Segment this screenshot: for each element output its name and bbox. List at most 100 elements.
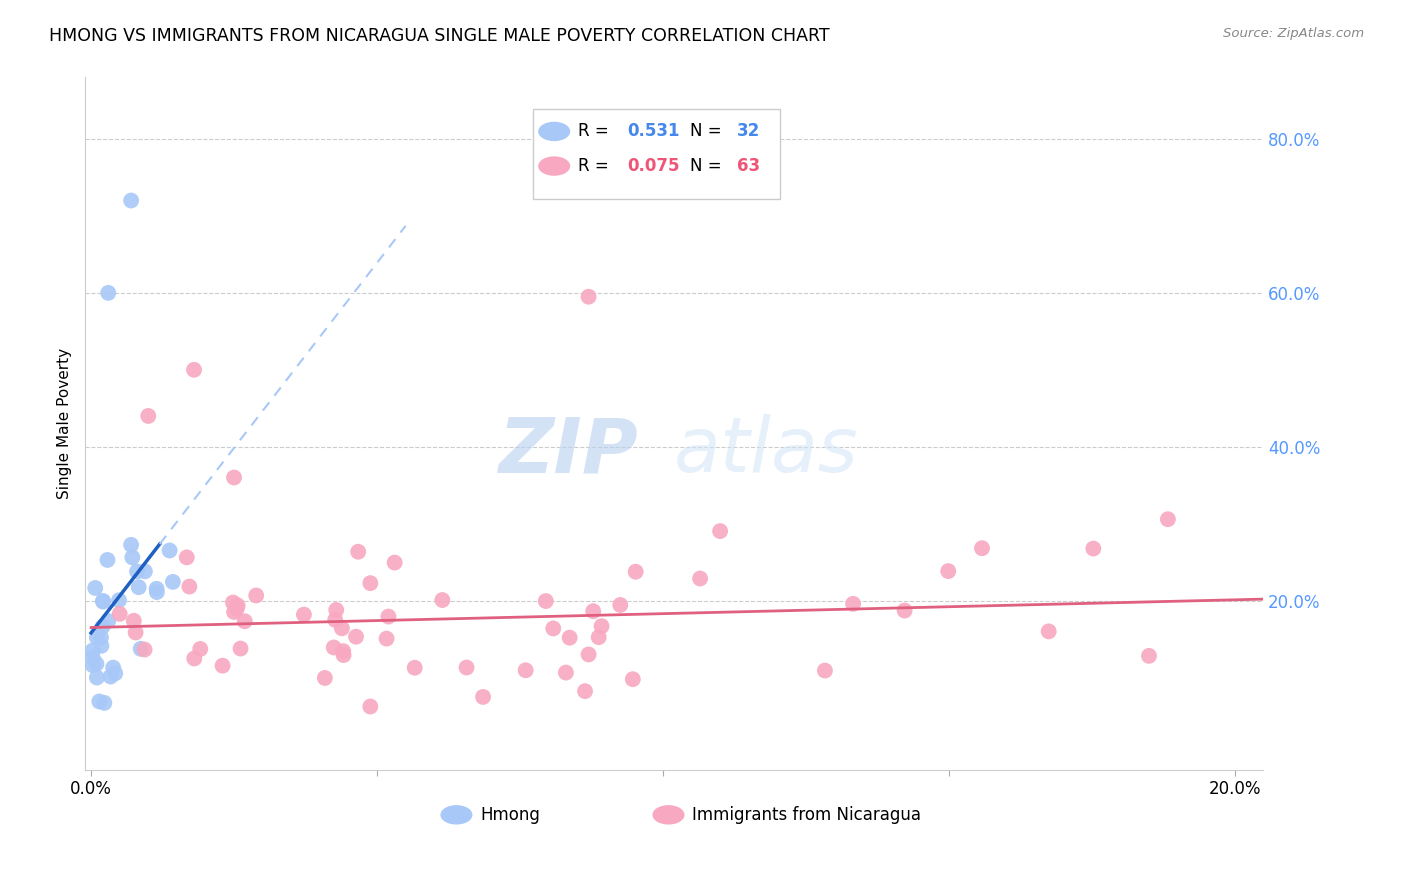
Point [322,640,344,655]
Point [582,604,605,618]
Point [93,696,115,710]
Point [124,625,146,640]
Point [90,639,112,653]
Point [970,541,993,556]
Point [82,643,104,657]
Circle shape [538,157,569,175]
Text: 32: 32 [737,122,761,140]
Point [689,572,711,586]
Point [101,660,124,674]
Point [226,599,249,613]
Point [176,550,198,565]
Point [229,641,252,656]
Text: N =: N = [690,122,727,140]
Point [128,580,150,594]
Text: Source: ZipAtlas.com: Source: ZipAtlas.com [1223,27,1364,40]
Point [578,648,600,662]
Point [97,285,120,300]
Point [325,603,347,617]
Point [404,661,426,675]
Point [292,607,315,622]
Point [183,651,205,665]
Point [432,593,454,607]
Point [188,642,211,657]
Point [456,660,478,674]
Point [1157,512,1180,526]
Point [814,664,837,678]
Point [609,598,631,612]
Point [84,581,107,595]
Point [377,609,399,624]
Point [330,621,353,635]
Text: N =: N = [690,157,727,175]
Point [162,574,184,589]
Point [211,658,233,673]
Point [588,630,610,644]
Text: R =: R = [578,122,614,140]
Point [591,619,613,633]
Point [323,613,346,627]
Text: Immigrants from Nicaragua: Immigrants from Nicaragua [692,805,921,824]
Text: ZIP: ZIP [499,414,638,488]
Y-axis label: Single Male Poverty: Single Male Poverty [58,348,72,500]
Point [90,631,112,645]
Point [332,644,354,658]
Circle shape [538,122,569,140]
Point [534,594,557,608]
Point [96,553,118,567]
Text: R =: R = [578,157,614,175]
Point [233,614,256,628]
Point [359,699,381,714]
Point [121,550,143,565]
Point [86,671,108,685]
Point [842,597,865,611]
Point [120,538,142,552]
Point [145,582,167,596]
Point [89,694,111,708]
Point [125,565,148,579]
Text: 0.531: 0.531 [627,122,679,140]
Point [332,648,354,662]
Point [222,595,245,609]
Point [936,564,959,578]
Point [120,194,142,208]
Point [1083,541,1105,556]
Point [108,607,131,621]
Point [541,622,564,636]
Point [82,650,104,665]
Point [344,630,367,644]
Point [86,657,108,671]
Point [91,594,114,608]
Point [314,671,336,685]
Point [375,632,398,646]
Point [578,290,600,304]
Point [104,666,127,681]
Point [82,658,104,673]
Text: 0.075: 0.075 [627,157,679,175]
Circle shape [654,805,683,824]
Point [179,580,201,594]
Point [134,642,156,657]
Point [134,565,156,579]
Point [245,589,267,603]
Text: 63: 63 [737,157,759,175]
Text: Hmong: Hmong [479,805,540,824]
Point [97,614,120,628]
Circle shape [441,805,472,824]
Point [472,690,495,704]
Point [86,631,108,645]
Point [91,620,114,634]
Point [893,603,915,617]
Point [108,593,131,607]
Point [222,605,245,619]
Point [621,672,644,686]
Point [624,565,647,579]
Point [136,409,159,423]
Point [384,556,406,570]
Point [122,614,145,628]
Point [515,663,537,677]
Text: atlas: atlas [675,414,859,488]
Point [1038,624,1060,639]
Point [129,641,152,656]
Point [558,631,581,645]
